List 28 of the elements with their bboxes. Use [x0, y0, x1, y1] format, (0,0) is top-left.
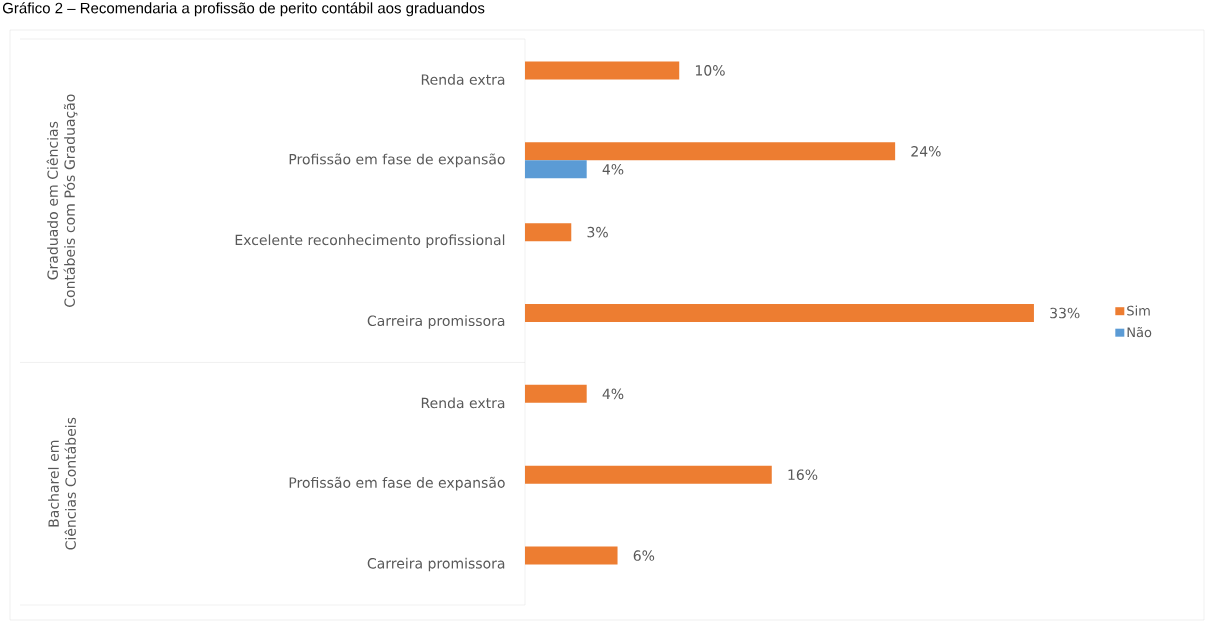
bar — [525, 304, 1034, 322]
legend-label: Não — [1127, 326, 1152, 338]
bar — [525, 223, 572, 242]
legend-label: Sim — [1127, 305, 1150, 316]
data-label: 6% — [633, 550, 655, 561]
data-label: 10% — [695, 65, 725, 76]
bar — [525, 160, 587, 179]
data-label: 3% — [587, 226, 608, 238]
y-tick-label: Profissão em fase de expansão — [289, 153, 505, 168]
bar — [525, 142, 896, 161]
data-label: 16% — [788, 469, 818, 481]
text: Bacharel em Ciências Contábeis — [48, 417, 76, 550]
y-tick-label: Excelente reconhecimento profissional — [235, 234, 505, 248]
y-tick-label: Renda extra — [421, 397, 505, 409]
data-label: 4% — [602, 163, 624, 175]
y-tick-label: Renda extra — [421, 74, 505, 85]
y-tick-label: Carreira promissora — [367, 315, 505, 329]
data-label: 24% — [911, 145, 941, 157]
bar — [525, 546, 618, 565]
y-tick-label: Profissão em fase de expansão — [289, 476, 505, 491]
text: Gráfico 2 – Recomendaria a profissão de perito contábil aos graduandos — [2, 2, 485, 17]
bar — [525, 384, 587, 403]
text: Graduado em Ciências Contábeis com Pós Graduação — [46, 94, 78, 307]
data-label: 4% — [602, 388, 624, 400]
bar — [525, 61, 680, 80]
data-label: 33% — [1050, 307, 1080, 319]
bar — [525, 465, 772, 484]
y-tick-label: Carreira promissora — [367, 557, 505, 572]
